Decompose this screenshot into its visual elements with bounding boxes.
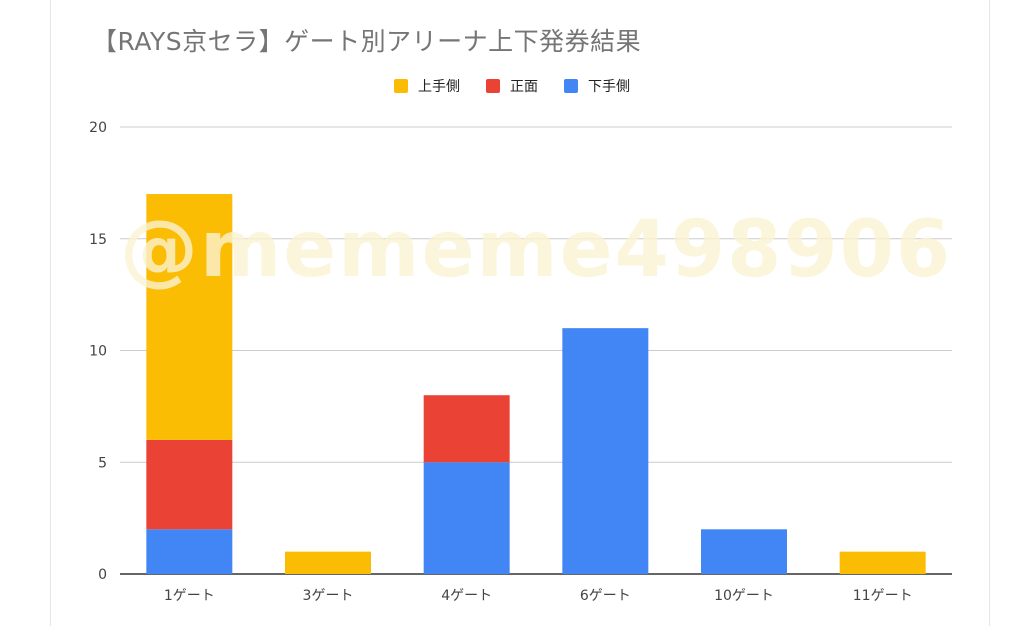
legend-swatch bbox=[564, 79, 578, 93]
x-tick-label: 11ゲート bbox=[853, 588, 913, 604]
bar-segment bbox=[423, 462, 510, 574]
y-tick-label: 10 bbox=[89, 344, 107, 360]
bar-segment bbox=[146, 529, 233, 574]
x-tick-label: 3ゲート bbox=[303, 588, 354, 604]
x-tick-label: 1ゲート bbox=[164, 588, 215, 604]
bar-segment bbox=[701, 529, 787, 574]
legend-item: 上手側 bbox=[394, 76, 460, 96]
chart-title: 【RAYS京セラ】ゲート別アリーナ上下発券結果 bbox=[92, 27, 642, 56]
x-tick-label: 4ゲート bbox=[441, 588, 492, 604]
bar-segment bbox=[146, 439, 233, 530]
legend-item: 下手側 bbox=[564, 76, 630, 96]
bar-segment bbox=[146, 194, 233, 440]
bar-segment bbox=[285, 551, 371, 574]
legend-label: 下手側 bbox=[588, 79, 630, 95]
bar-segment bbox=[839, 551, 926, 574]
legend-label: 上手側 bbox=[418, 79, 460, 95]
legend-item: 正面 bbox=[486, 76, 538, 96]
legend-label: 正面 bbox=[510, 79, 538, 95]
y-tick-label: 15 bbox=[89, 232, 107, 248]
y-tick-label: 5 bbox=[98, 455, 107, 471]
bar-segment bbox=[562, 328, 649, 574]
y-tick-label: 20 bbox=[89, 120, 107, 136]
x-tick-label: 10ゲート bbox=[714, 588, 774, 604]
chart-legend: 上手側 正面 下手側 bbox=[0, 76, 1024, 96]
bar-segment bbox=[423, 395, 510, 463]
legend-swatch bbox=[486, 79, 500, 93]
legend-swatch bbox=[394, 79, 408, 93]
x-tick-label: 6ゲート bbox=[580, 588, 631, 604]
y-tick-label: 0 bbox=[98, 567, 107, 583]
